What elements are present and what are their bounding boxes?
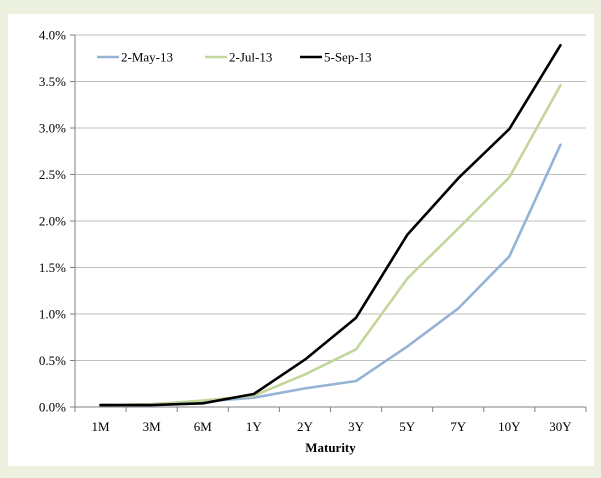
y-tick-label: 2.5% bbox=[39, 167, 66, 182]
y-tick-label: 0.5% bbox=[39, 353, 66, 368]
y-tick-label: 1.5% bbox=[39, 260, 66, 275]
series-line bbox=[99, 143, 562, 407]
y-tick-labels: 0.0% 0.5% 1.0% 1.5% 2.0% 2.5% 3.0% 3.5% 4.0% bbox=[39, 28, 66, 415]
x-tick-label: 3Y bbox=[348, 419, 365, 434]
y-tick-label: 0.0% bbox=[39, 400, 66, 415]
y-tick-label: 4.0% bbox=[39, 28, 66, 43]
y-tick-label: 1.0% bbox=[39, 307, 66, 322]
legend-label: 2-Jul-13 bbox=[229, 50, 272, 65]
x-tick-label: 10Y bbox=[498, 419, 521, 434]
y-tick-label: 2.0% bbox=[39, 214, 66, 229]
axes bbox=[70, 34, 587, 412]
legend-label: 2-May-13 bbox=[121, 50, 173, 65]
x-tick-label: 3M bbox=[143, 419, 162, 434]
x-tick-label: 6M bbox=[194, 419, 213, 434]
y-tick-label: 3.5% bbox=[39, 74, 66, 89]
series-lines bbox=[99, 43, 562, 407]
grid-lines bbox=[75, 34, 586, 361]
x-tick-label: 2Y bbox=[297, 419, 314, 434]
series-line bbox=[99, 43, 562, 407]
x-tick-label: 7Y bbox=[450, 419, 467, 434]
chart-area bbox=[8, 14, 594, 466]
x-tick-labels: 1M 3M 6M 1Y 2Y 3Y 5Y 7Y 10Y 30Y bbox=[92, 419, 573, 434]
legend-label: 5-Sep-13 bbox=[324, 50, 372, 65]
y-tick-label: 3.0% bbox=[39, 121, 66, 136]
x-tick-label: 1Y bbox=[246, 419, 263, 434]
x-tick-label: 30Y bbox=[549, 419, 572, 434]
x-tick-label: 1M bbox=[92, 419, 111, 434]
x-axis-title: Maturity bbox=[305, 440, 356, 455]
legend: 2-May-13 2-Jul-13 5-Sep-13 bbox=[97, 50, 372, 65]
x-tick-label: 5Y bbox=[399, 419, 416, 434]
series-line bbox=[99, 83, 562, 407]
